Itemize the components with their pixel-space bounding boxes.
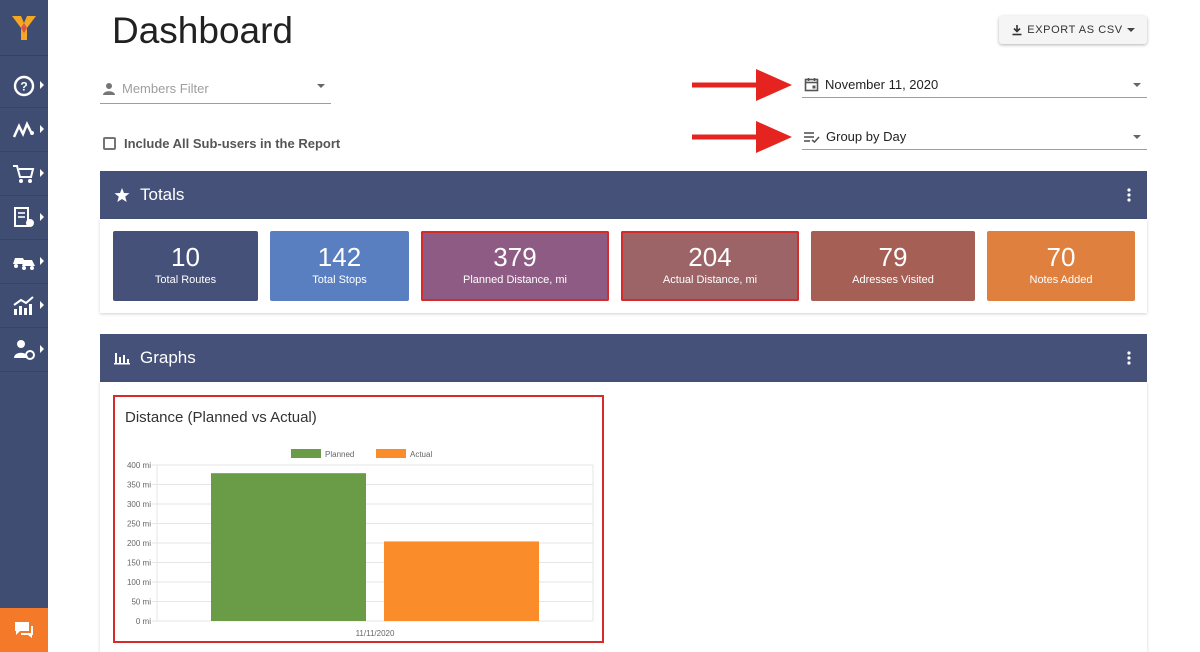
sidebar-item-help[interactable]: ? (0, 64, 48, 108)
members-filter-select[interactable]: Members Filter (100, 74, 331, 104)
stat-card-notes-added: 70 Notes Added (987, 231, 1135, 301)
sidebar-item-users[interactable] (0, 328, 48, 372)
bar-chart-icon (114, 353, 130, 365)
legend-label-actual: Actual (410, 450, 432, 459)
download-icon (1012, 25, 1022, 36)
chevron-down-icon (317, 84, 325, 88)
stat-card-actual-distance: 204 Actual Distance, mi (621, 231, 799, 301)
y-tick-label: 50 mi (131, 598, 151, 607)
sidebar: ? (0, 0, 48, 652)
stat-card-addresses-visited: 79 Adresses Visited (811, 231, 975, 301)
export-csv-button[interactable]: EXPORT AS CSV (999, 16, 1147, 44)
page-title: Dashboard (112, 10, 294, 51)
legend-swatch-planned (291, 449, 321, 458)
sidebar-item-orders[interactable] (0, 152, 48, 196)
playlist-check-icon (804, 131, 820, 143)
stat-value: 79 (878, 242, 908, 272)
y-tick-label: 0 mi (136, 617, 151, 626)
graphs-panel-title: Graphs (140, 348, 196, 367)
legend-label-planned: Planned (325, 450, 354, 459)
stat-label: Adresses Visited (852, 274, 934, 286)
sidebar-item-routes[interactable] (0, 108, 48, 152)
date-value: November 11, 2020 (825, 77, 939, 92)
annotation-arrow-date (692, 69, 792, 101)
person-icon (103, 82, 115, 95)
stat-label: Planned Distance, mi (463, 274, 567, 286)
include-subusers-row: Include All Sub-users in the Report (103, 136, 340, 151)
totals-panel-title: Totals (140, 185, 185, 204)
cart-icon (13, 164, 35, 183)
y-tick-label: 400 mi (127, 461, 151, 470)
x-tick-label: 11/11/2020 (356, 629, 395, 638)
stat-value: 379 (493, 242, 537, 272)
y-tick-label: 350 mi (127, 481, 151, 490)
help-icon: ? (13, 75, 35, 96)
stat-card-total-stops: 142 Total Stops (270, 231, 409, 301)
sidebar-item-reports[interactable] (0, 196, 48, 240)
distance-chart-card: Distance (Planned vs Actual) 0 mi 50 mi 10… (113, 395, 604, 643)
stat-value: 204 (688, 242, 732, 272)
svg-text:?: ? (20, 79, 27, 93)
y-tick-label: 200 mi (127, 539, 151, 548)
chat-button[interactable] (0, 608, 48, 652)
document-location-icon (14, 206, 34, 227)
y-tick-label: 150 mi (127, 559, 151, 568)
user-settings-icon (14, 339, 35, 360)
distance-bar-chart: 0 mi 50 mi 100 mi 150 mi 200 mi 250 mi 300 mi 3… (127, 449, 594, 638)
chat-icon (15, 622, 33, 638)
calendar-icon (804, 78, 819, 92)
include-subusers-checkbox[interactable] (103, 137, 116, 150)
chart-title: Distance (Planned vs Actual) (125, 409, 317, 426)
stat-label: Notes Added (1029, 274, 1093, 286)
members-filter-placeholder: Members Filter (122, 81, 209, 96)
y-tick-label: 100 mi (127, 578, 151, 587)
vehicles-icon (13, 257, 35, 270)
bar-actual (384, 541, 539, 621)
legend-swatch-actual (376, 449, 406, 458)
include-subusers-label: Include All Sub-users in the Report (124, 136, 341, 151)
chevron-down-icon (1133, 135, 1141, 139)
sidebar-item-vehicles[interactable] (0, 240, 48, 284)
logo-icon (12, 15, 36, 40)
stat-label: Total Stops (312, 274, 367, 286)
stat-card-total-routes: 10 Total Routes (113, 231, 258, 301)
more-vert-icon[interactable] (1127, 188, 1131, 202)
bar-planned (211, 473, 366, 621)
star-icon (114, 188, 130, 202)
y-tick-label: 300 mi (127, 500, 151, 509)
annotation-arrow-group (692, 121, 792, 153)
app-logo[interactable] (0, 0, 48, 56)
sidebar-item-analytics[interactable] (0, 284, 48, 328)
route-icon (12, 120, 34, 138)
date-select[interactable]: November 11, 2020 (802, 72, 1147, 98)
chevron-down-icon (1133, 83, 1141, 87)
stat-card-planned-distance: 379 Planned Distance, mi (421, 231, 609, 301)
totals-panel-header: Totals (100, 171, 1147, 219)
stat-value: 70 (1046, 242, 1076, 272)
group-by-select[interactable]: Group by Day (802, 124, 1147, 150)
stat-value: 142 (317, 242, 362, 272)
stat-label: Actual Distance, mi (662, 274, 758, 286)
stat-label: Total Routes (154, 274, 217, 286)
stat-value: 10 (171, 242, 200, 272)
group-by-value: Group by Day (826, 129, 907, 144)
analytics-icon (13, 295, 34, 315)
export-csv-label: EXPORT AS CSV (1027, 24, 1123, 36)
y-tick-label: 250 mi (127, 520, 151, 529)
graphs-panel-header: Graphs (100, 334, 1147, 382)
more-vert-icon[interactable] (1127, 351, 1131, 365)
chevron-down-icon (1126, 28, 1135, 32)
